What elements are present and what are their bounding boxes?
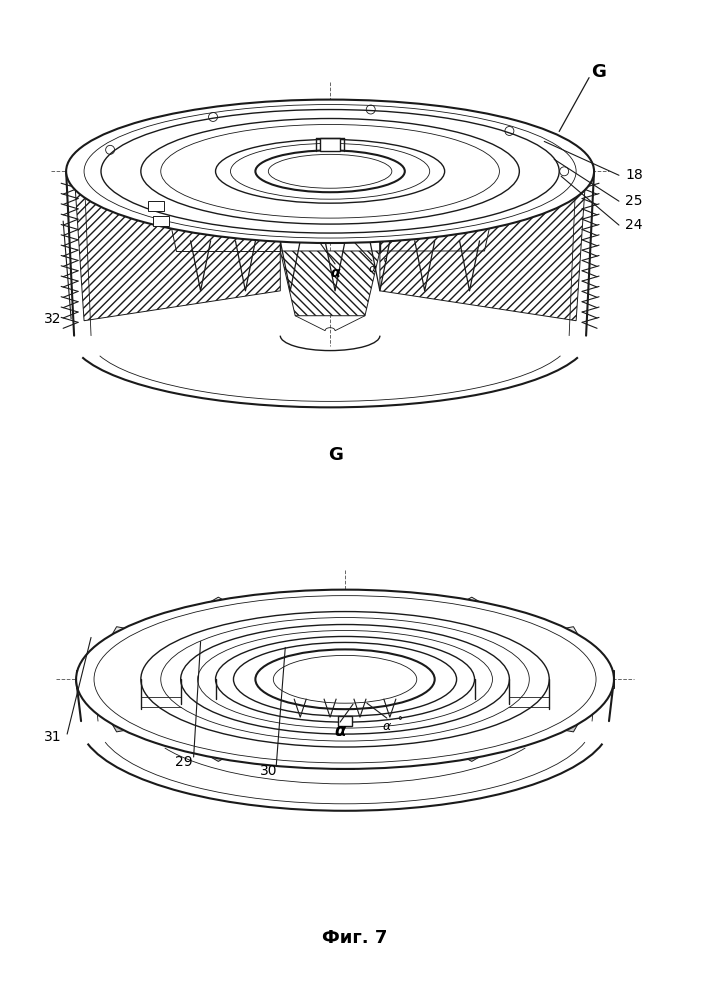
- Ellipse shape: [216, 139, 445, 203]
- Text: 32: 32: [45, 312, 62, 326]
- Polygon shape: [76, 670, 98, 688]
- Ellipse shape: [216, 636, 474, 722]
- Text: 30: 30: [259, 764, 277, 778]
- Text: G: G: [327, 446, 342, 464]
- Polygon shape: [554, 713, 583, 732]
- Text: 31: 31: [45, 730, 62, 744]
- Polygon shape: [461, 746, 487, 761]
- Text: G: G: [592, 63, 607, 81]
- Ellipse shape: [255, 150, 405, 192]
- Text: °: °: [397, 716, 402, 726]
- Ellipse shape: [160, 124, 499, 218]
- Bar: [148, 201, 164, 211]
- Ellipse shape: [141, 119, 520, 224]
- Ellipse shape: [76, 590, 614, 769]
- Polygon shape: [461, 597, 487, 612]
- Ellipse shape: [160, 618, 530, 741]
- Text: 18: 18: [625, 168, 643, 182]
- Ellipse shape: [84, 105, 576, 238]
- Bar: [153, 216, 169, 226]
- Text: °: °: [382, 258, 387, 268]
- Ellipse shape: [233, 642, 457, 716]
- Ellipse shape: [94, 596, 596, 763]
- Text: α: α: [330, 266, 340, 280]
- Bar: [320, 138, 340, 151]
- Polygon shape: [336, 590, 354, 597]
- Ellipse shape: [274, 655, 416, 703]
- Polygon shape: [203, 597, 229, 612]
- Text: 25: 25: [625, 194, 643, 208]
- Bar: [338, 716, 352, 726]
- Polygon shape: [107, 627, 136, 646]
- Text: α: α: [368, 264, 375, 274]
- Ellipse shape: [230, 143, 430, 199]
- Ellipse shape: [66, 100, 594, 243]
- Text: α: α: [382, 720, 391, 733]
- Polygon shape: [554, 627, 583, 646]
- Ellipse shape: [269, 154, 392, 188]
- Text: Фиг. 7: Фиг. 7: [322, 929, 387, 947]
- Ellipse shape: [101, 110, 559, 233]
- Polygon shape: [203, 746, 229, 761]
- Text: α: α: [334, 722, 346, 740]
- Ellipse shape: [141, 612, 549, 747]
- Polygon shape: [380, 171, 586, 321]
- Text: 24: 24: [625, 218, 643, 232]
- Text: 29: 29: [175, 755, 192, 769]
- Polygon shape: [107, 713, 136, 732]
- Ellipse shape: [181, 625, 509, 734]
- Polygon shape: [74, 171, 280, 321]
- Polygon shape: [336, 762, 354, 769]
- Polygon shape: [160, 181, 280, 251]
- Polygon shape: [280, 251, 380, 316]
- Polygon shape: [592, 670, 614, 688]
- Polygon shape: [380, 181, 499, 251]
- Ellipse shape: [198, 630, 493, 728]
- Ellipse shape: [255, 649, 435, 709]
